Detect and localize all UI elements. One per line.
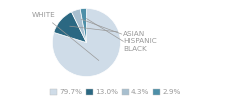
Wedge shape [52, 8, 120, 77]
Wedge shape [72, 9, 86, 42]
Text: ASIAN: ASIAN [70, 26, 145, 37]
Wedge shape [54, 12, 86, 42]
Wedge shape [80, 8, 86, 42]
Text: HISPANIC: HISPANIC [81, 19, 157, 44]
Text: BLACK: BLACK [86, 18, 147, 52]
Text: WHITE: WHITE [31, 12, 99, 60]
Legend: 79.7%, 13.0%, 4.3%, 2.9%: 79.7%, 13.0%, 4.3%, 2.9% [47, 86, 184, 98]
